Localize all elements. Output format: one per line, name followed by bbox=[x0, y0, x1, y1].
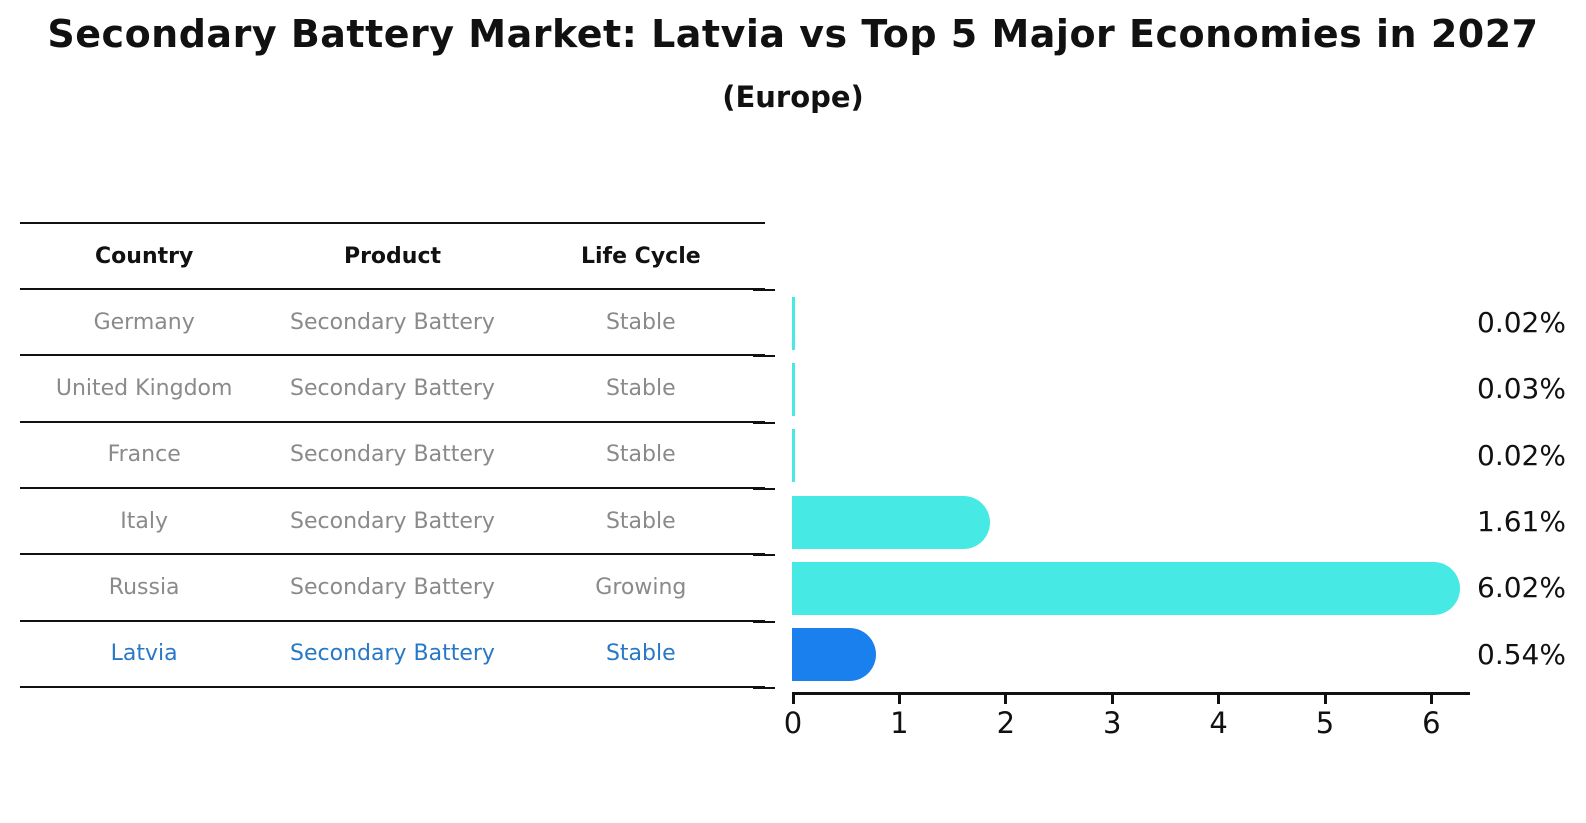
x-tick-label-6: 6 bbox=[1422, 706, 1441, 740]
chart-subtitle: (Europe) bbox=[722, 80, 864, 114]
table-row-germany: Germany Secondary Battery Stable bbox=[20, 290, 765, 357]
cell-country: Latvia bbox=[110, 641, 178, 667]
bar-germany bbox=[792, 296, 795, 350]
value-label-latvia: 0.54% bbox=[1477, 637, 1566, 671]
y-tick-1 bbox=[753, 355, 775, 358]
cell-life-cycle: Stable bbox=[605, 309, 676, 335]
y-tick-2 bbox=[753, 421, 775, 424]
y-tick-4 bbox=[753, 554, 775, 557]
table-row-france: France Secondary Battery Stable bbox=[20, 423, 765, 489]
country-table: Country Product Life Cycle Germany Second… bbox=[20, 222, 765, 688]
header-country: Country bbox=[95, 243, 194, 269]
cell-life-cycle: Stable bbox=[605, 375, 676, 401]
table-body: Germany Secondary Battery Stable United Kin… bbox=[20, 290, 765, 688]
cell-country: Russia bbox=[108, 574, 180, 600]
value-label-united-kingdom: 0.03% bbox=[1477, 372, 1566, 406]
x-tick-3 bbox=[1110, 695, 1114, 704]
x-tick-label-3: 3 bbox=[1102, 706, 1122, 740]
cell-country: France bbox=[107, 442, 181, 468]
bar-italy bbox=[792, 495, 991, 549]
x-tick-label-1: 1 bbox=[890, 706, 909, 740]
value-label-russia: 6.02% bbox=[1477, 571, 1566, 605]
table-row-italy: Italy Secondary Battery Stable bbox=[20, 489, 765, 556]
y-tick-5 bbox=[753, 620, 775, 623]
x-tick-0 bbox=[791, 695, 795, 704]
value-label-italy: 1.61% bbox=[1477, 505, 1566, 539]
cell-life-cycle: Stable bbox=[605, 641, 676, 667]
cell-product: Secondary Battery bbox=[290, 309, 495, 335]
cell-country: Germany bbox=[93, 309, 195, 335]
bar-russia bbox=[792, 561, 1460, 615]
x-tick-5 bbox=[1323, 695, 1327, 704]
x-tick-label-2: 2 bbox=[996, 706, 1016, 740]
y-tick-0 bbox=[753, 289, 775, 291]
header-product: Product bbox=[343, 243, 442, 269]
cell-life-cycle: Stable bbox=[605, 442, 676, 468]
cell-country: United Kingdom bbox=[55, 375, 233, 401]
y-tick-6 bbox=[753, 686, 775, 689]
bar-latvia bbox=[792, 628, 877, 682]
cell-life-cycle: Growing bbox=[595, 574, 687, 600]
table-row-russia: Russia Secondary Battery Growing bbox=[20, 555, 765, 622]
cell-product: Secondary Battery bbox=[290, 574, 495, 600]
x-tick-label-5: 5 bbox=[1315, 706, 1335, 740]
cell-product: Secondary Battery bbox=[290, 442, 495, 468]
table-row-latvia: Latvia Secondary Battery Stable bbox=[20, 622, 765, 688]
table-row-united-kingdom: United Kingdom Secondary Battery Stable bbox=[20, 356, 765, 423]
cell-product: Secondary Battery bbox=[290, 641, 495, 667]
cell-country: Italy bbox=[120, 508, 169, 534]
cell-product: Secondary Battery bbox=[290, 375, 495, 401]
bar-france bbox=[792, 429, 795, 483]
y-tick-3 bbox=[753, 487, 775, 490]
value-label-germany: 0.02% bbox=[1477, 306, 1566, 340]
x-axis-line bbox=[792, 692, 1470, 695]
x-tick-6 bbox=[1429, 695, 1433, 704]
x-tick-4 bbox=[1217, 695, 1221, 704]
cell-life-cycle: Stable bbox=[605, 508, 676, 534]
header-life-cycle: Life Cycle bbox=[580, 243, 701, 269]
x-tick-label-0: 0 bbox=[783, 706, 803, 740]
x-tick-2 bbox=[1004, 695, 1008, 704]
chart-title: Secondary Battery Market: Latvia vs Top … bbox=[47, 12, 1539, 56]
value-label-france: 0.02% bbox=[1477, 438, 1566, 472]
x-tick-1 bbox=[897, 695, 901, 704]
table-header-row: Country Product Life Cycle bbox=[20, 224, 765, 290]
x-tick-label-4: 4 bbox=[1209, 706, 1228, 740]
cell-product: Secondary Battery bbox=[290, 508, 495, 534]
bar-united-kingdom bbox=[792, 362, 795, 416]
